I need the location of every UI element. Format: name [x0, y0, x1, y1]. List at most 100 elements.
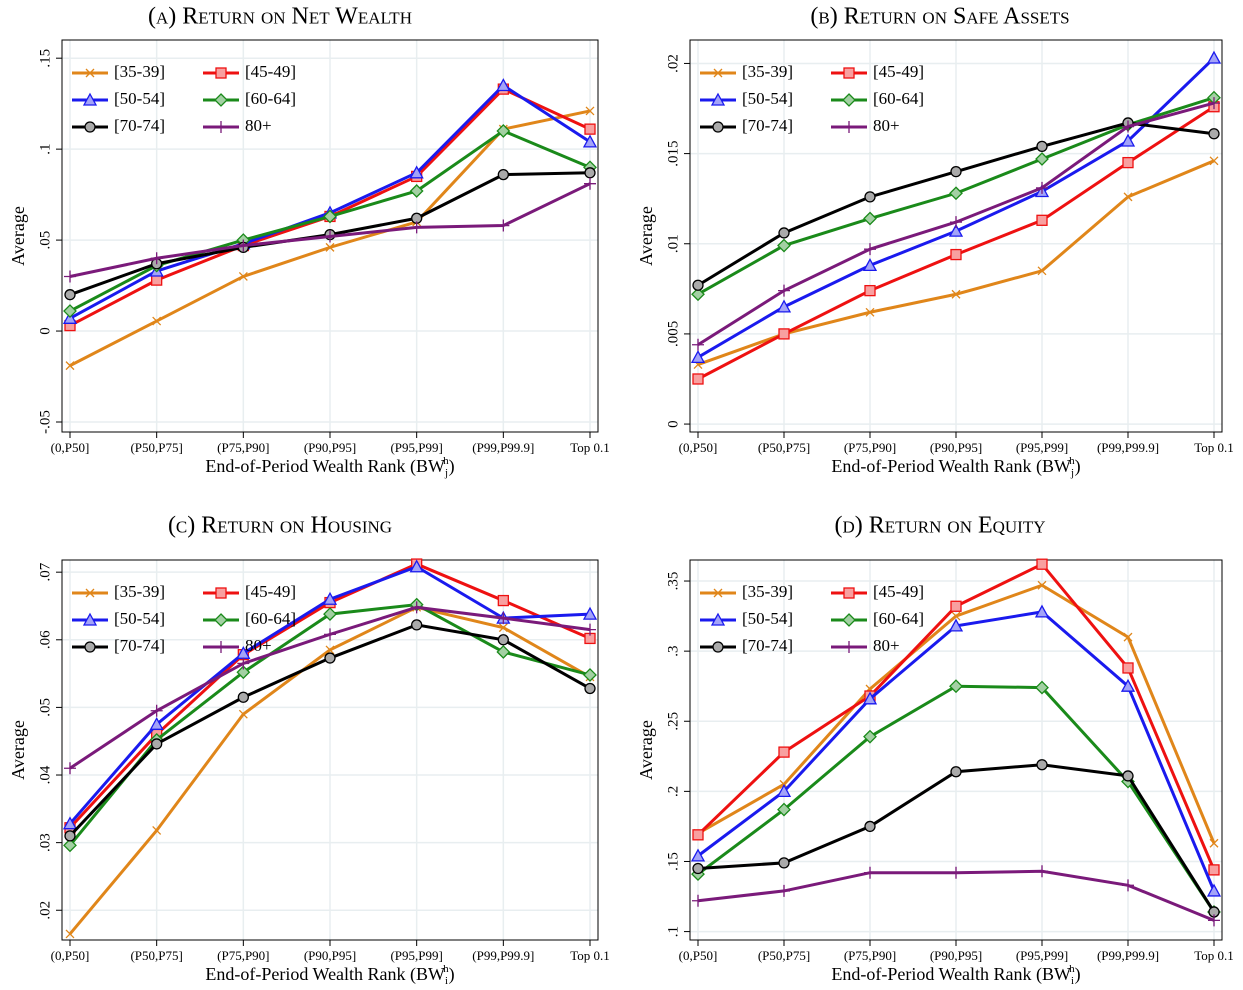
marker	[496, 124, 511, 138]
y-tick-label: 0	[37, 327, 53, 335]
legend-label: [50-54]	[114, 89, 165, 108]
marker	[150, 252, 163, 265]
x-tick-label: (0,P50]	[679, 440, 718, 455]
marker	[948, 618, 964, 632]
y-tick-label: 0	[665, 420, 681, 428]
marker	[64, 270, 76, 283]
marker	[63, 304, 77, 318]
marker	[692, 894, 704, 907]
marker	[950, 766, 962, 778]
x-tick-label: (P95,P99]	[390, 948, 442, 963]
legend-label: [50-54]	[742, 89, 793, 108]
marker	[237, 657, 250, 670]
marker	[215, 67, 227, 79]
x-axis-label: End-of-Period Wealth Rank (BWih)	[831, 963, 1080, 987]
legend-label: [70-74]	[742, 636, 793, 655]
legend-label: [60-64]	[245, 89, 296, 108]
marker	[950, 216, 962, 229]
marker	[948, 223, 964, 237]
y-axis-label: Average	[8, 206, 28, 266]
y-tick-label: .01	[665, 234, 681, 253]
marker	[690, 848, 706, 862]
x-axis-label-end: )	[1075, 964, 1081, 985]
marker	[584, 682, 596, 695]
marker	[1208, 864, 1220, 876]
marker	[149, 716, 164, 730]
marker	[843, 67, 855, 79]
marker	[842, 93, 856, 107]
x-axis-label-sub: i	[445, 975, 448, 987]
marker	[843, 587, 855, 599]
chart-title: (c) Return on Housing	[168, 513, 392, 539]
marker	[950, 600, 962, 612]
x-tick-label: (P75,P90]	[844, 948, 896, 963]
y-tick-label: -.05	[37, 410, 53, 434]
panel: .1 .15 .2 .25 .3 .35 (0,P50] (P50,P75] (P75,P90]…	[636, 513, 1234, 987]
marker	[497, 168, 509, 181]
marker	[82, 92, 98, 106]
marker	[215, 587, 227, 599]
x-tick-label: (P50,P75]	[130, 948, 182, 963]
marker	[864, 284, 876, 297]
marker	[778, 328, 790, 340]
x-tick-label: (P90,P95]	[304, 948, 356, 963]
marker	[411, 619, 423, 631]
marker	[864, 191, 876, 203]
marker	[778, 746, 790, 758]
legend-label: [45-49]	[245, 62, 296, 81]
legend-label: [45-49]	[873, 582, 924, 601]
y-tick-label: .05	[37, 231, 53, 250]
marker	[778, 284, 790, 297]
x-tick-label: (P95,P99]	[390, 440, 442, 455]
marker	[862, 691, 878, 705]
marker	[65, 929, 75, 939]
legend-label: [50-54]	[742, 609, 793, 628]
x-tick-label: (P75,P90]	[217, 440, 269, 455]
marker	[324, 652, 336, 664]
marker	[238, 709, 248, 719]
x-tick-label: (P75,P90]	[217, 948, 269, 963]
marker	[864, 243, 876, 256]
marker	[1036, 759, 1048, 771]
x-tick-label: (0,P50]	[679, 948, 718, 963]
marker	[584, 167, 596, 179]
marker	[1036, 140, 1048, 153]
frame	[689, 39, 1223, 433]
y-axis-label: Average	[636, 206, 656, 266]
marker	[777, 802, 791, 817]
y-tick-label: .2	[665, 786, 681, 797]
marker	[712, 121, 724, 133]
chart-title: (b) Return on Safe Assets	[810, 4, 1069, 30]
marker	[410, 601, 423, 614]
marker	[1036, 181, 1048, 194]
x-axis-label-sub: j	[444, 467, 448, 479]
marker	[497, 219, 510, 232]
marker	[1123, 632, 1133, 642]
legend-label: [50-54]	[114, 609, 165, 628]
x-tick-label: (P99,P99.9]	[1097, 440, 1159, 455]
marker	[84, 641, 96, 653]
x-tick-label: Top 0.1	[570, 440, 610, 455]
marker	[1120, 133, 1136, 147]
marker	[949, 679, 963, 694]
x-tick-label: Top 0.1	[1194, 440, 1234, 455]
x-axis-label-text: End-of-Period Wealth Rank (BW	[205, 456, 445, 477]
x-axis-label-sub: j	[1070, 467, 1074, 479]
legend-label: [35-39]	[114, 62, 165, 81]
y-tick-label: .15	[37, 49, 53, 68]
marker	[585, 106, 595, 116]
chart-title: (d) Return on Equity	[834, 513, 1045, 539]
y-tick-label: .25	[665, 712, 681, 731]
marker	[712, 641, 724, 653]
frame	[61, 39, 599, 433]
marker	[325, 242, 335, 252]
legend-label: [60-64]	[873, 89, 924, 108]
marker	[710, 92, 726, 106]
marker	[152, 826, 162, 835]
marker	[63, 838, 77, 853]
marker	[778, 857, 790, 869]
x-axis-label-end: )	[1075, 456, 1081, 477]
marker	[1209, 156, 1219, 166]
marker	[776, 784, 792, 798]
y-axis-label: Average	[636, 720, 656, 780]
